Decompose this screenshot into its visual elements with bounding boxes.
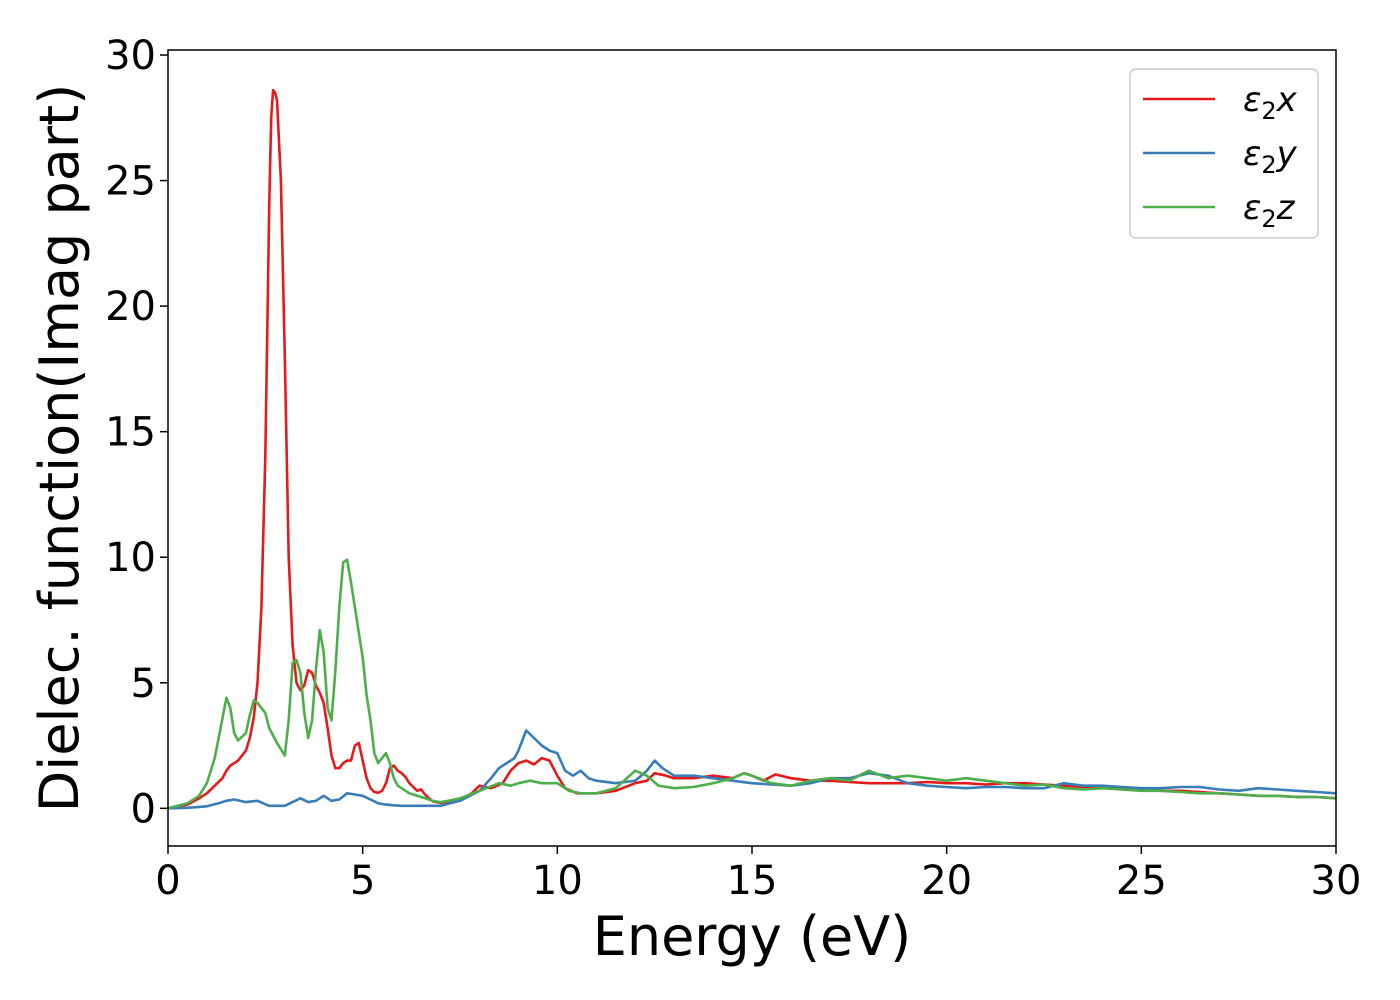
- legend-label-x: ε2x: [1243, 80, 1298, 125]
- x-axis-label: Energy (eV): [593, 905, 912, 968]
- x-tick-label: 5: [350, 858, 375, 904]
- x-axis-ticks: 0 5 10 15 20 25 30: [155, 846, 1361, 904]
- y-axis-ticks: 0 5 10 15 20 25 30: [105, 33, 168, 832]
- y-tick-label: 0: [131, 786, 156, 832]
- legend-label-z: ε2z: [1243, 188, 1296, 233]
- y-tick-label: 20: [105, 284, 156, 330]
- series-layer: [168, 88, 1336, 810]
- x-tick-label: 15: [727, 858, 778, 904]
- series-line-y: [168, 729, 1336, 810]
- x-tick-label: 20: [921, 858, 972, 904]
- series-line-z: [168, 558, 1336, 810]
- x-tick-label: 10: [532, 858, 583, 904]
- legend-box: [1129, 68, 1319, 239]
- y-tick-label: 5: [131, 661, 156, 707]
- legend-items: ε2x ε2y ε2z: [1143, 80, 1298, 233]
- y-tick-label: 25: [105, 159, 156, 205]
- x-tick-label: 30: [1311, 858, 1362, 904]
- y-tick-label: 10: [105, 535, 156, 581]
- x-tick-label: 25: [1116, 858, 1167, 904]
- y-tick-label: 30: [105, 33, 156, 79]
- legend: ε2x ε2y ε2z: [1129, 68, 1319, 239]
- y-tick-label: 15: [105, 410, 156, 456]
- x-tick-label: 0: [155, 858, 180, 904]
- y-axis-label: Dielec. function(Imag part): [28, 84, 91, 813]
- legend-label-y: ε2y: [1243, 134, 1298, 179]
